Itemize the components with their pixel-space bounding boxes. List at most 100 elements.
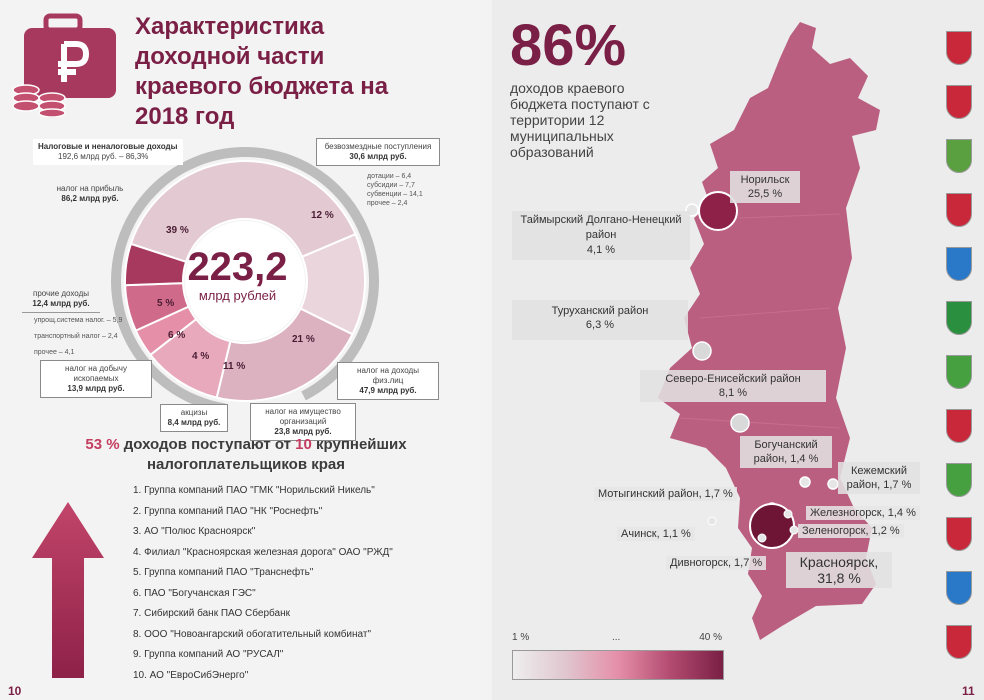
zelenogorsk-marker [789,525,799,535]
zheleznogorsk-marker [783,509,793,519]
up-arrow-icon [32,502,104,678]
label-taimyr-name: Таймырский Долгано-Ненецкий район [520,214,682,241]
callout-free: безвозмездные поступления 30,6 млрд руб. [316,138,440,166]
callout-ndfl-title: налог на доходы физ.лиц [357,366,419,385]
label-motygino: Мотыгинский район, 1,7 % [594,487,737,501]
city-crest-icon [946,571,972,605]
city-crest-icon [946,301,972,335]
color-scale-bar [512,650,724,680]
slice-label-property: 11 % [223,361,246,372]
label-kezhma: Кежемский район, 1,7 % [838,462,920,494]
other-detail: транспортный налог – 2,4 [34,333,118,340]
callout-free-value: 30,6 млрд руб. [349,152,407,161]
label-turukhansk-value: 6,3 % [585,319,615,331]
callout-ndfl-value: 47,9 млрд руб. [359,386,417,395]
city-crest-icon [946,193,972,227]
callout-mining-subtitle: ископаемых [73,374,119,383]
achinsk-marker [707,516,717,526]
krasnoyarsk-krai-map [658,22,880,640]
slice-label-other: 5 % [157,298,175,309]
free-detail: прочее – 2,4 [367,200,408,207]
severo-marker [730,413,750,433]
label-severo: Северо-Енисейский район 8,1 % [640,370,826,402]
label-krasnoyarsk-name: Красноярск, [799,554,879,570]
city-crest-icon [946,463,972,497]
callout-property-subtitle: организаций [279,417,327,426]
page-number-right: 11 [962,684,975,698]
chart-center: 223,2 млрд рублей [180,246,295,303]
center-unit: млрд рублей [198,288,277,303]
callout-tax: Налоговые и неналоговые доходы 192,6 млр… [33,139,183,165]
label-boguchany: Богучанский район, 1,4 % [740,436,832,468]
slice-label-ndfl: 21 % [292,334,315,345]
label-norilsk-name: Норильск [740,174,790,186]
list-item: 6. ПАО "Богучанская ГЭС" [133,587,256,599]
city-crest-icon [946,31,972,65]
slice-label-mining: 6 % [168,330,186,341]
other-detail: прочее – 4,1 [34,349,75,356]
label-severo-name: Северо-Енисейский район [665,373,801,385]
callout-other: прочие доходы 12,4 млрд руб. [22,286,100,313]
slice-label-profit: 39 % [166,225,189,236]
slice-label-free: 12 % [311,210,334,221]
center-total: 223,2 [187,245,288,289]
other-detail: упрощ.система налог. – 5,9 [34,317,123,324]
callout-profit: налог на прибыль 86,2 млрд руб. [48,181,132,207]
donut-slice [129,160,357,264]
scale-max: 40 % [699,632,722,643]
list-item: 1. Группа компаний ПАО "ГМК "Норильский … [133,485,375,496]
callout-property-title: налог на имущество [265,407,341,416]
free-detail: дотации – 6,4 [367,173,412,180]
callout-tax-title: Налоговые и неналоговые доходы [38,142,178,151]
big-percentage: 86% [510,13,627,78]
taxpayers-headline: 53 % доходов поступают от 10 крупнейших … [0,435,492,475]
headline-text: доходов поступают от [119,436,296,453]
donut-slice [215,307,354,402]
label-taimyr: Таймырский Долгано-Ненецкий район 4,1 % [512,211,690,260]
label-zelenogorsk: Зеленогорск, 1,2 % [798,524,904,538]
list-item: 10. АО "ЕвроСибЭнерго" [133,669,249,681]
callout-profit-value: 86,2 млрд руб. [61,194,119,203]
list-item: 7. Сибирский банк ПАО Сбербанк [133,608,290,619]
free-details: дотации – 6,4 субсидии – 7,7 субвенции –… [367,172,423,208]
city-crest-icon [946,409,972,443]
list-item: 9. Группа компаний АО "РУСАЛ" [133,649,284,660]
callout-ndfl: налог на доходы физ.лиц 47,9 млрд руб. [337,362,439,400]
page-number-left: 10 [8,684,22,698]
revenue-donut-chart [110,147,379,414]
callout-mining-value: 13,9 млрд руб. [67,384,125,393]
briefcase-ruble-icon [12,13,116,117]
city-crest-icon [946,625,972,659]
city-crest-icon [946,85,972,119]
list-item: 4. Филиал "Красноярская железная дорога"… [133,546,393,558]
scale-min: 1 % [512,632,530,643]
callout-mining-title: налог на добычу [65,364,127,373]
city-crest-icon [946,139,972,173]
callout-excise-title: акцизы [180,408,208,417]
slice-label-excise: 4 % [192,351,210,362]
callout-other-value: 12,4 млрд руб. [32,299,90,308]
list-item: 5. Группа компаний ПАО "Транснефть" [133,567,314,578]
city-crest-icon [946,247,972,281]
label-divnogorsk: Дивногорск, 1,7 % [666,556,767,570]
label-achinsk: Ачинск, 1,1 % [617,527,695,541]
list-item: 8. ООО "Новоангарский обогатительный ком… [133,628,372,640]
city-crest-icon [946,355,972,389]
label-zheleznogorsk: Железногорск, 1,4 % [806,506,920,520]
free-detail: субсидии – 7,7 [367,182,415,189]
callout-other-title: прочие доходы [33,289,89,298]
norilsk-marker [698,191,738,231]
percentage-description: доходов краевого бюджета поступают с тер… [510,80,650,160]
label-krasnoyarsk: Красноярск, 31,8 % [786,552,892,588]
turukhansk-marker [692,341,712,361]
label-norilsk: Норильск 25,5 % [730,171,800,203]
list-item: 2. Группа компаний ПАО "НК "Роснефть" [133,505,323,517]
headline-text: крупнейших [311,436,407,453]
label-taimyr-value: 4,1 % [586,244,616,256]
boguchany-marker [799,476,811,488]
callout-excise: акцизы 8,4 млрд руб. [160,404,228,432]
label-turukhansk: Туруханский район 6,3 % [512,300,688,340]
donut-slice [124,242,188,287]
city-crest-icon [946,517,972,551]
scale-labels: 1 % ... 40 % [512,632,722,643]
